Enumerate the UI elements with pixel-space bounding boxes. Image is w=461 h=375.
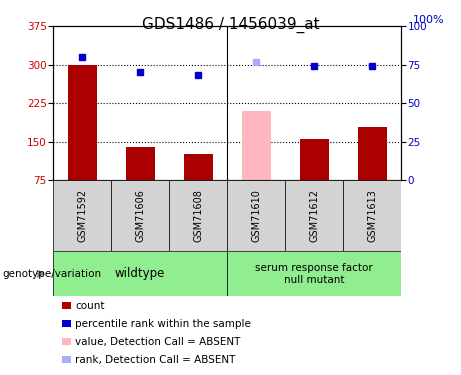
Text: rank, Detection Call = ABSENT: rank, Detection Call = ABSENT: [75, 355, 236, 364]
Bar: [53, 180, 111, 251]
Text: GSM71610: GSM71610: [251, 189, 261, 242]
Bar: [67, 64, 96, 180]
Text: wildtype: wildtype: [115, 267, 165, 280]
Text: GSM71613: GSM71613: [367, 189, 377, 242]
Text: GSM71592: GSM71592: [77, 189, 87, 242]
Bar: [169, 180, 227, 251]
Bar: [125, 147, 154, 180]
Text: GSM71606: GSM71606: [135, 189, 145, 242]
Bar: [53, 251, 227, 296]
Text: GSM71608: GSM71608: [193, 189, 203, 242]
Bar: [227, 251, 401, 296]
Text: count: count: [75, 301, 105, 310]
Text: value, Detection Call = ABSENT: value, Detection Call = ABSENT: [75, 337, 241, 346]
Bar: [343, 180, 401, 251]
Bar: [111, 180, 169, 251]
Bar: [358, 127, 387, 180]
Bar: [300, 139, 329, 180]
Text: percentile rank within the sample: percentile rank within the sample: [75, 319, 251, 328]
Text: genotype/variation: genotype/variation: [2, 269, 101, 279]
Bar: [285, 180, 343, 251]
Bar: [227, 180, 285, 251]
Bar: [242, 111, 271, 180]
Text: GSM71612: GSM71612: [309, 189, 319, 242]
Text: GDS1486 / 1456039_at: GDS1486 / 1456039_at: [142, 17, 319, 33]
Text: serum response factor
null mutant: serum response factor null mutant: [255, 263, 373, 285]
Y-axis label: 100%: 100%: [413, 15, 445, 25]
Bar: [183, 154, 213, 180]
